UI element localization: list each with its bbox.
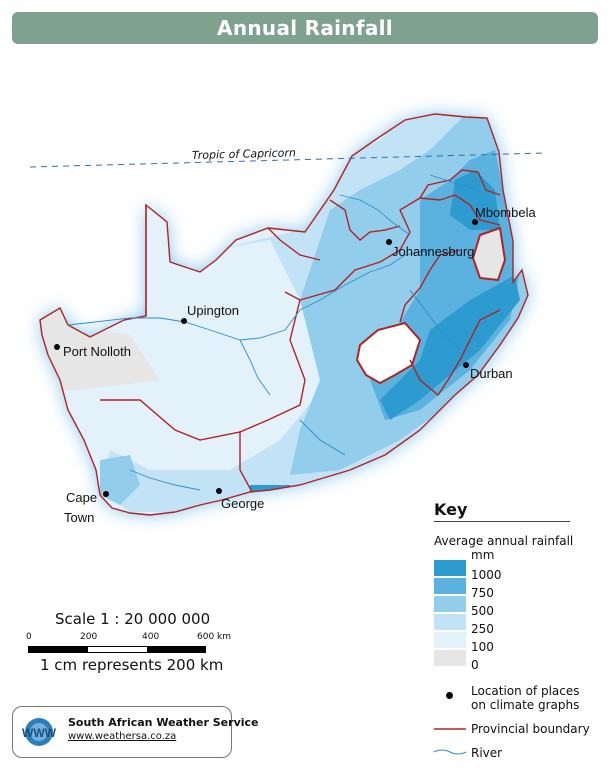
swatch-label-1000: 1000 (471, 568, 502, 582)
swatch-label-750: 750 (471, 586, 494, 600)
key-unit: mm (471, 548, 495, 562)
swatch-label-250: 250 (471, 622, 494, 636)
key-location-line1: Location of places (471, 684, 580, 698)
scale-tick-400: 400 (142, 632, 160, 642)
place-label-johannesburg: Johannesburg (392, 244, 474, 259)
scale-bar (28, 646, 206, 653)
place-label-durban: Durban (470, 366, 513, 381)
zone-1000-east (380, 170, 520, 420)
logo-text: WWW (22, 726, 57, 740)
scale-tick-200: 200 (80, 632, 98, 642)
scale-title: Scale 1 : 20 000 000 (55, 610, 211, 628)
place-label-mbombela: Mbombela (475, 205, 536, 220)
key-river-symbol (433, 749, 467, 755)
key-location-line2: on climate graphs (471, 698, 580, 712)
zone-0-west (40, 300, 160, 390)
key-location-dot (446, 692, 453, 699)
scale-segment-3 (147, 647, 205, 652)
scale-tick-0: 0 (26, 632, 32, 642)
swatch-500 (434, 596, 466, 612)
place-dot-port-nolloth (54, 344, 60, 350)
rivers (67, 174, 479, 491)
swatch-250 (434, 614, 466, 630)
country-outline (39, 113, 529, 516)
tropic-label: Tropic of Capricorn (192, 146, 296, 162)
swatch-100 (434, 632, 466, 648)
rainfall-zones (40, 114, 528, 515)
swatch-label-500: 500 (471, 604, 494, 618)
saws-logo: WWW (22, 718, 57, 746)
place-label-cape: Cape (66, 490, 97, 505)
key-subtitle: Average annual rainfall (434, 534, 574, 548)
credit-url-link[interactable]: www.weathersa.co.za (68, 731, 177, 742)
place-dot-mbombela (472, 219, 478, 225)
lesotho (355, 321, 422, 385)
place-markers (54, 219, 478, 497)
place-labels: Mbombela Johannesburg Upington Port Noll… (63, 205, 536, 525)
place-dot-cape-town (103, 491, 109, 497)
provincial-boundaries (100, 169, 501, 493)
swatch-label-0: 0 (471, 658, 479, 672)
swatch-label-100: 100 (471, 640, 494, 654)
scale-note: 1 cm represents 200 km (40, 656, 224, 674)
place-dot-upington (181, 318, 187, 324)
place-dot-johannesburg (386, 239, 392, 245)
map-title: Annual Rainfall (217, 16, 393, 40)
place-label-port-nolloth: Port Nolloth (63, 344, 131, 359)
key-boundary-label: Provincial boundary (471, 722, 590, 736)
swatch-0 (434, 650, 466, 666)
place-label-upington: Upington (187, 303, 239, 318)
swatch-1000 (434, 560, 466, 576)
eswatini (471, 226, 507, 282)
credit-name: South African Weather Service (68, 716, 259, 729)
scale-tick-600: 600 km (197, 632, 232, 642)
place-dot-durban (463, 362, 469, 368)
zone-250-southwest (100, 455, 140, 505)
tropic-line (29, 152, 546, 168)
place-label-george: George (221, 496, 264, 511)
key-river-label: River (471, 746, 503, 760)
scale-segment-1 (29, 647, 88, 652)
key-title: Key (434, 500, 468, 519)
place-dot-george (216, 488, 222, 494)
key-divider (434, 521, 570, 522)
swatch-750 (434, 578, 466, 594)
title-bar: Annual Rainfall (12, 12, 598, 44)
place-label-town: Town (64, 510, 94, 525)
